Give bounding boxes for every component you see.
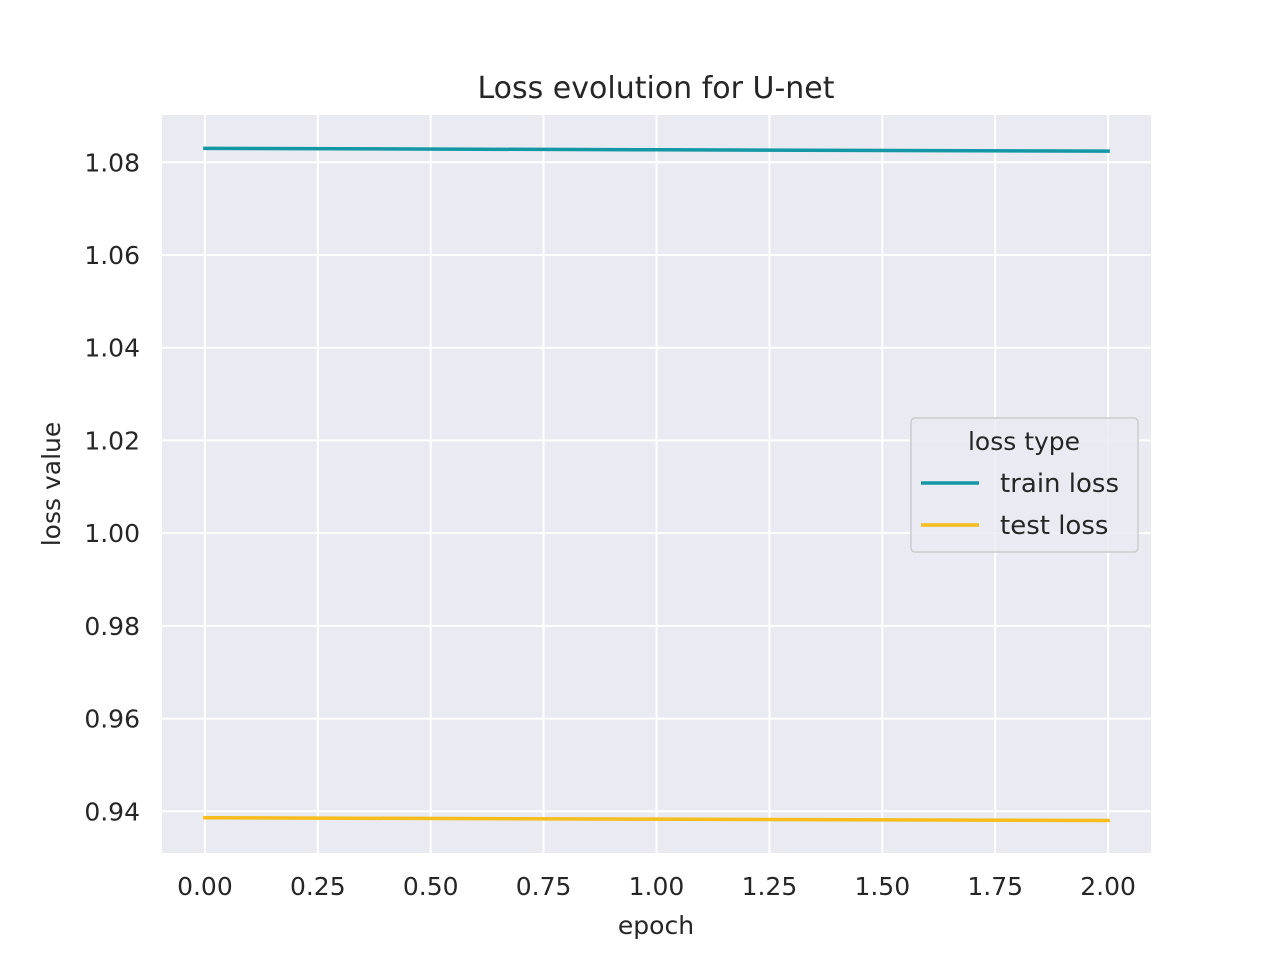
x-axis-label: epoch <box>618 911 694 940</box>
series-line-test-loss <box>203 816 1110 823</box>
chart-title: Loss evolution for U-net <box>477 71 834 106</box>
y-tick-label: 0.96 <box>84 705 140 734</box>
series-line-train-loss <box>203 146 1110 153</box>
y-axis-label: loss value <box>37 422 66 547</box>
y-tick-label: 0.94 <box>84 797 140 826</box>
y-tick-label: 1.08 <box>84 148 140 177</box>
x-tick-label: 1.00 <box>629 872 685 901</box>
legend: loss type train loss test loss <box>910 417 1139 553</box>
legend-label-test-loss: test loss <box>1000 511 1108 541</box>
legend-box <box>910 417 1139 553</box>
x-tick-label: 0.25 <box>290 872 346 901</box>
x-tick-label: 1.50 <box>854 872 910 901</box>
y-tick-labels: 0.94 0.96 0.98 1.00 1.02 1.04 1.06 1.08 <box>84 148 140 826</box>
x-tick-label: 1.25 <box>742 872 798 901</box>
y-tick-label: 1.02 <box>84 426 140 455</box>
series-lines <box>203 146 1110 823</box>
y-tick-label: 1.04 <box>84 334 140 363</box>
y-tick-label: 1.00 <box>84 519 140 548</box>
x-tick-label: 0.00 <box>177 872 233 901</box>
x-tick-label: 0.50 <box>403 872 459 901</box>
x-tick-label: 1.75 <box>967 872 1023 901</box>
legend-label-train-loss: train loss <box>1000 469 1119 499</box>
x-tick-label: 0.75 <box>516 872 572 901</box>
y-tick-label: 0.98 <box>84 612 140 641</box>
y-tick-label: 1.06 <box>84 241 140 270</box>
x-tick-label: 2.00 <box>1080 872 1136 901</box>
legend-title: loss type <box>968 427 1080 456</box>
x-tick-labels: 0.00 0.25 0.50 0.75 1.00 1.25 1.50 1.75 2.00 <box>177 872 1136 901</box>
grid-lines <box>162 115 1151 853</box>
